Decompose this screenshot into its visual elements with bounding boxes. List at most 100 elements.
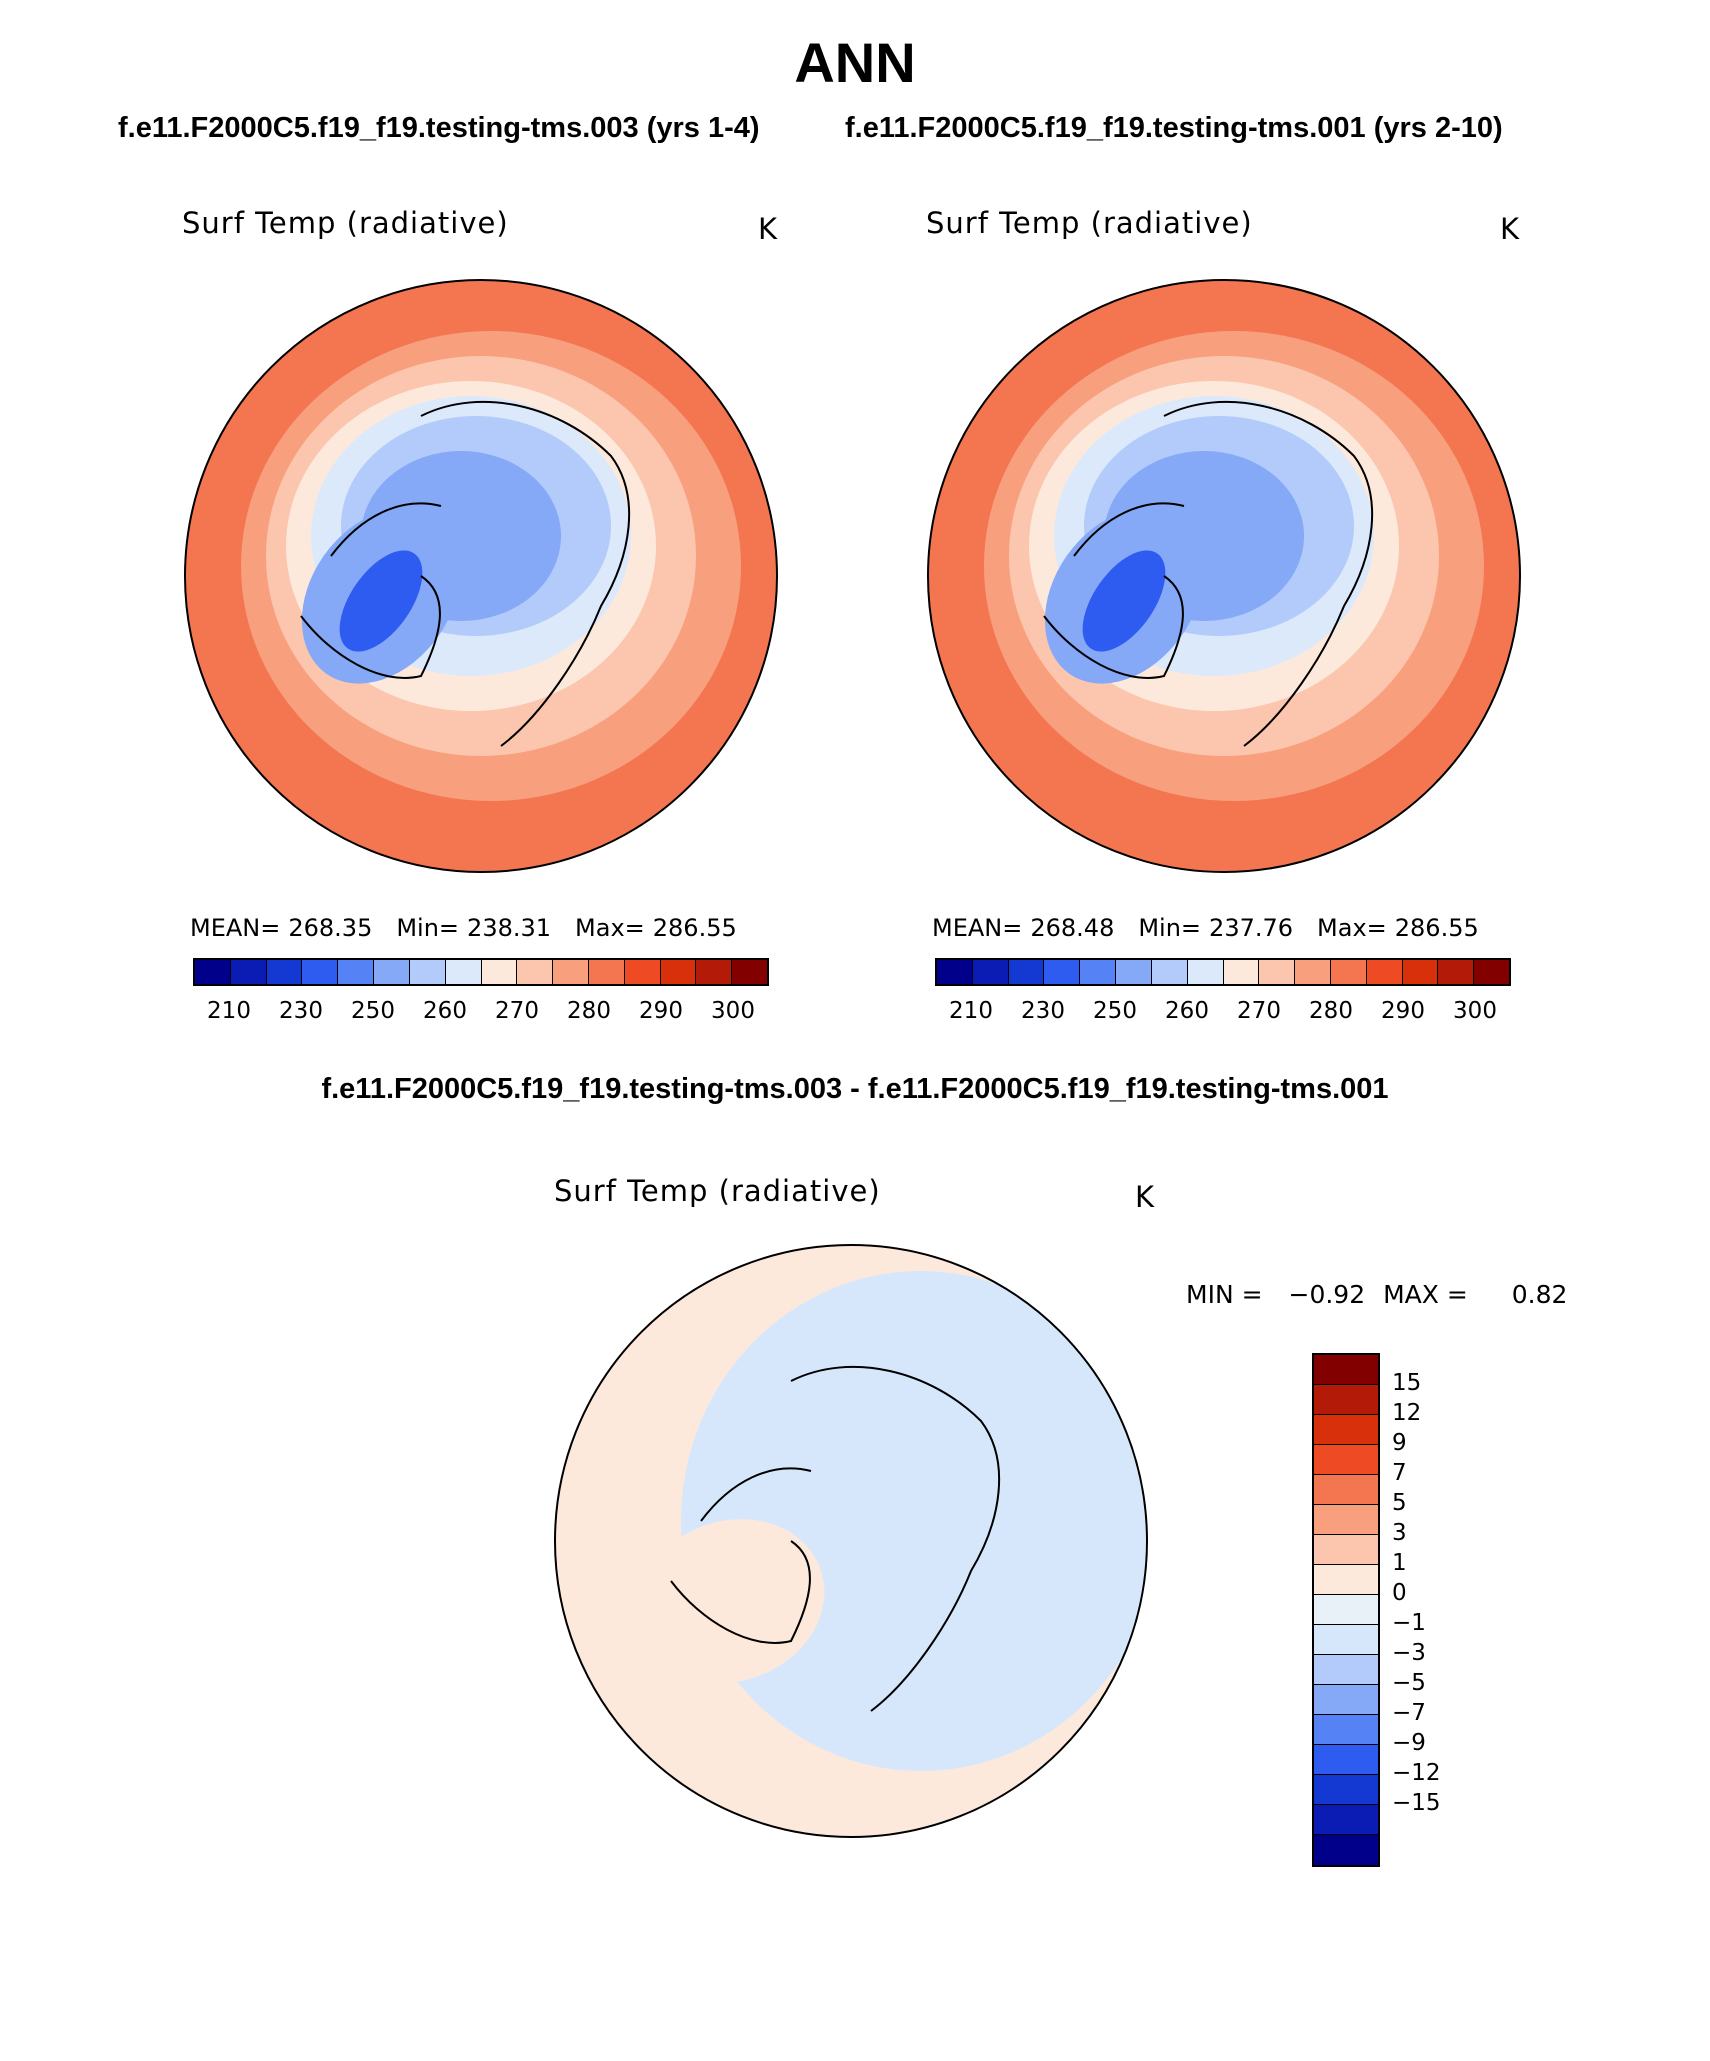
colorbar-swatch xyxy=(1151,960,1188,984)
colorbar-tick-label: 210 xyxy=(207,998,251,1024)
panel2-min-value: 237.76 xyxy=(1209,914,1294,942)
colorbar-tick-label: −5 xyxy=(1392,1670,1426,1696)
coastline xyxy=(1043,400,1374,747)
colorbar-swatch xyxy=(553,960,589,984)
figure-title: ANN xyxy=(794,31,916,94)
colorbar-tick-label: 9 xyxy=(1392,1430,1407,1456)
colorbar-tick-label: −15 xyxy=(1392,1790,1441,1816)
colorbar-swatch xyxy=(1314,1775,1378,1805)
colorbar-swatch xyxy=(1044,960,1081,984)
colorbar-tick-label: 230 xyxy=(1021,998,1065,1024)
colorbar-swatch xyxy=(1314,1655,1378,1685)
colorbar-tick-label: 250 xyxy=(351,998,395,1024)
panel1-stats: MEAN= 268.35 Min= 238.31 Max= 286.55 xyxy=(190,914,761,942)
colorbar-swatch xyxy=(937,960,973,984)
colorbar-tick-label: 280 xyxy=(1309,998,1353,1024)
panel1-max-label: Max= xyxy=(575,914,645,942)
colorbar-tick-label: 12 xyxy=(1392,1400,1422,1426)
diff-min-value: −0.92 xyxy=(1288,1280,1366,1309)
case1-title: f.e11.F2000C5.f19_f19.testing-tms.003 (y… xyxy=(118,112,760,144)
colorbar-tick-label: 260 xyxy=(1165,998,1209,1024)
colorbar-tick-label: 260 xyxy=(423,998,467,1024)
colorbar-swatch xyxy=(1314,1415,1378,1445)
colorbar-swatch xyxy=(481,960,518,984)
panel2-mean-label: MEAN= xyxy=(932,914,1023,942)
colorbar-swatch xyxy=(696,960,733,984)
colorbar-swatch xyxy=(1314,1805,1378,1835)
colorbar-swatch xyxy=(445,960,482,984)
colorbar-swatch xyxy=(1314,1355,1378,1385)
colorbar-swatch xyxy=(588,960,625,984)
panel1-mean-value: 268.35 xyxy=(288,914,373,942)
diff-colorbar-ticks: 15 12 9 7 5 3 1 0 −1 −3 −5 −7 −9 −12 −15 xyxy=(1392,1353,1472,1873)
panel1-max-value: 286.55 xyxy=(652,914,737,942)
colorbar-swatch xyxy=(1314,1445,1378,1475)
panel2-colorbar xyxy=(935,958,1511,986)
panel2-polar-map xyxy=(927,279,1521,873)
colorbar-tick-label: 300 xyxy=(1453,998,1497,1024)
colorbar-tick-label: 210 xyxy=(949,998,993,1024)
diff-stats: MIN = −0.92 MAX = 0.82 xyxy=(1186,1280,1567,1309)
colorbar-swatch xyxy=(338,960,375,984)
colorbar-swatch xyxy=(1314,1835,1378,1865)
colorbar-tick-label: 3 xyxy=(1392,1520,1407,1546)
diff-max-label: MAX = xyxy=(1383,1280,1468,1309)
colorbar-swatch xyxy=(1223,960,1260,984)
colorbar-swatch xyxy=(1008,960,1045,984)
colorbar-tick-label: 270 xyxy=(495,998,539,1024)
panel1-mean-label: MEAN= xyxy=(190,914,281,942)
colorbar-tick-label: −7 xyxy=(1392,1700,1426,1726)
colorbar-swatch xyxy=(1314,1475,1378,1505)
colorbar-swatch xyxy=(1314,1745,1378,1775)
colorbar-tick-label: 270 xyxy=(1237,998,1281,1024)
diff-variable-title: Surf Temp (radiative) xyxy=(554,1174,881,1208)
colorbar-swatch xyxy=(1314,1595,1378,1625)
panel1-units: K xyxy=(758,212,778,246)
colorbar-swatch xyxy=(409,960,446,984)
diff-units: K xyxy=(1135,1180,1155,1214)
colorbar-swatch xyxy=(374,960,410,984)
panel2-max-value: 286.55 xyxy=(1394,914,1479,942)
greenland-ice-sheet xyxy=(339,550,423,652)
colorbar-swatch xyxy=(1259,960,1296,984)
colorbar-swatch xyxy=(1295,960,1331,984)
colorbar-swatch xyxy=(1314,1385,1378,1415)
colorbar-swatch xyxy=(1314,1505,1378,1535)
diff-min-label: MIN = xyxy=(1186,1280,1263,1309)
colorbar-swatch xyxy=(1474,960,1509,984)
colorbar-swatch xyxy=(1314,1565,1378,1595)
colorbar-swatch xyxy=(1187,960,1224,984)
case2-title: f.e11.F2000C5.f19_f19.testing-tms.001 (y… xyxy=(845,112,1503,144)
colorbar-swatch xyxy=(195,960,231,984)
colorbar-swatch xyxy=(660,960,697,984)
colorbar-tick-label: 250 xyxy=(1093,998,1137,1024)
coastline xyxy=(670,1365,1001,1712)
colorbar-swatch xyxy=(624,960,661,984)
colorbar-swatch xyxy=(302,960,339,984)
greenland-ice-sheet xyxy=(1082,550,1166,652)
colorbar-swatch xyxy=(1402,960,1439,984)
colorbar-swatch xyxy=(1116,960,1152,984)
coastline xyxy=(300,400,631,747)
colorbar-tick-label: −9 xyxy=(1392,1730,1426,1756)
diff-colorbar xyxy=(1312,1353,1380,1867)
colorbar-tick-label: 290 xyxy=(639,998,683,1024)
colorbar-swatch xyxy=(1438,960,1475,984)
colorbar-swatch xyxy=(1314,1685,1378,1715)
panel2-max-label: Max= xyxy=(1317,914,1387,942)
diff-polar-map xyxy=(554,1244,1148,1838)
colorbar-swatch xyxy=(1314,1715,1378,1745)
colorbar-tick-label: 230 xyxy=(279,998,323,1024)
colorbar-swatch xyxy=(1080,960,1117,984)
colorbar-swatch xyxy=(972,960,1009,984)
colorbar-swatch xyxy=(1366,960,1403,984)
colorbar-tick-label: −12 xyxy=(1392,1760,1441,1786)
colorbar-tick-label: 7 xyxy=(1392,1460,1407,1486)
colorbar-swatch xyxy=(732,960,767,984)
panel2-stats: MEAN= 268.48 Min= 237.76 Max= 286.55 xyxy=(932,914,1503,942)
diff-max-value: 0.82 xyxy=(1511,1280,1568,1309)
colorbar-tick-label: 0 xyxy=(1392,1580,1407,1606)
panel1-colorbar xyxy=(193,958,769,986)
panel2-min-label: Min= xyxy=(1138,914,1202,942)
panel1-min-value: 238.31 xyxy=(467,914,552,942)
